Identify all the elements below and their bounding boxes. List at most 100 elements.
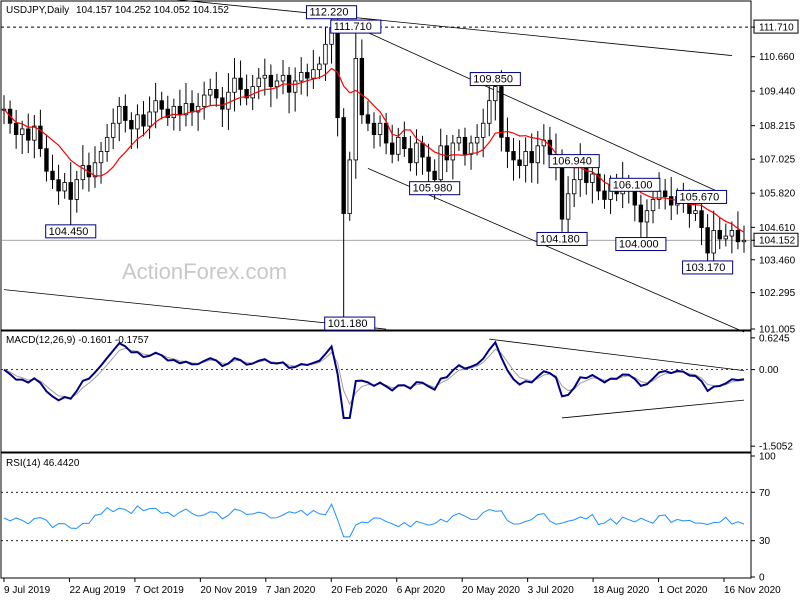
price-candle-body (638, 204, 644, 223)
price-candle-body (650, 199, 656, 212)
price-candle-body (262, 74, 268, 79)
price-candle-body (117, 105, 122, 124)
price-annotation-box (305, 5, 358, 20)
channel-upper-line (355, 26, 720, 193)
price-annotation-box (615, 237, 667, 252)
price-candle-body (208, 89, 213, 96)
price-candle-body (292, 80, 298, 93)
price-panel-title: USDJPY,Daily 104.157 104.252 104.052 104… (6, 5, 229, 16)
price-candle-body (214, 89, 219, 99)
time-axis-label: 9 Jul 2019 (4, 585, 51, 596)
time-axis-label: 20 May 2020 (462, 585, 520, 596)
price-candle-body (80, 165, 86, 181)
price-candle-body (493, 86, 498, 102)
price-candle-body (711, 230, 716, 254)
price-candle-body (662, 190, 668, 197)
rsi-axis-label: 70 (759, 488, 771, 499)
price-candle-body (220, 97, 225, 110)
price-candle-body (426, 156, 431, 172)
moving-average-line (3, 67, 745, 233)
rsi-axis-label: 100 (759, 452, 776, 463)
price-candle-body (511, 151, 516, 161)
price-candle-body (323, 43, 328, 65)
price-candle-body (717, 230, 722, 240)
price-candle-body (26, 128, 31, 141)
price-axis-label: 102.295 (759, 288, 796, 299)
price-candle-body (669, 196, 674, 206)
price-annotation-box (675, 189, 728, 204)
price-candle-body (129, 120, 134, 130)
price-annotation-box (469, 72, 521, 87)
price-candle-body (56, 179, 61, 192)
price-candle-body (13, 122, 19, 135)
price-candle-body (371, 122, 377, 135)
macd-axis-label: -1.5052 (759, 442, 793, 453)
rsi-panel-title: RSI(14) 46.4420 (6, 458, 80, 469)
price-annotation-label: 106.940 (552, 156, 592, 168)
price-candle-body (480, 122, 486, 138)
price-candle-body (450, 142, 456, 161)
price-annotation-label: 104.000 (619, 239, 659, 251)
price-candle-body (274, 80, 280, 88)
price-candle-body (250, 86, 255, 99)
macd-axis-label: 0.6245 (759, 333, 790, 344)
rsi-axis-label: 30 (759, 536, 771, 547)
price-candle-body (305, 72, 310, 79)
price-candle-body (44, 148, 49, 172)
price-candle-body (396, 136, 401, 155)
price-annotation-box (536, 231, 588, 246)
price-annotation-box (330, 19, 382, 34)
price-annotation-label: 106.100 (613, 179, 653, 191)
bottom-trendline (3, 289, 387, 330)
rsi-panel-frame (0, 452, 752, 579)
price-candle-body (723, 235, 729, 240)
price-axis-label: 111.710 (759, 23, 794, 34)
price-candle-body (19, 128, 25, 135)
price-candle-body (353, 58, 359, 161)
price-annotation-label: 112.220 (309, 7, 348, 19)
price-annotation-box (45, 224, 97, 239)
price-candle-body (147, 111, 152, 127)
price-candle-body (195, 105, 201, 113)
price-axis-label: 101.005 (759, 325, 796, 336)
time-axis-label: 7 Jan 2020 (266, 585, 316, 596)
macd-trendline-upper (489, 338, 745, 372)
price-candle-body (74, 179, 79, 200)
price-candle-body (165, 108, 170, 119)
price-candle-body (171, 105, 177, 119)
time-axis-label: 16 Nov 2020 (724, 585, 781, 596)
price-candle-body (226, 91, 231, 110)
price-axis-label: 105.820 (759, 189, 796, 200)
time-axis-label: 6 Apr 2020 (397, 585, 446, 596)
price-axis-label: 110.660 (759, 52, 795, 63)
price-annotation-label: 104.450 (49, 226, 89, 238)
price-candle-body (201, 94, 207, 107)
price-candle-body (705, 227, 710, 254)
price-candle-body (456, 136, 462, 144)
price-annotation-box (324, 316, 376, 331)
price-candle-body (571, 179, 577, 195)
price-candle-body (256, 77, 261, 88)
price-candle-body (420, 142, 425, 158)
channel-lower-line (367, 168, 745, 333)
price-candle-body (232, 77, 237, 93)
price-axis-label: 103.460 (759, 255, 796, 266)
price-candle-body (68, 182, 73, 200)
price-candle-body (317, 63, 322, 71)
macd-panel-frame (0, 330, 752, 453)
price-candle-body (444, 145, 449, 161)
price-candle-body (559, 165, 565, 220)
price-candle-body (462, 136, 468, 155)
price-candle-body (244, 89, 249, 99)
price-candle-body (474, 136, 480, 144)
price-candle-body (153, 100, 158, 113)
price-candle-body (38, 125, 43, 150)
price-candle-body (135, 114, 140, 130)
price-axis-label: 108.215 (759, 121, 796, 132)
price-candle-body (341, 117, 346, 214)
time-axis-label: 20 Feb 2020 (331, 585, 388, 596)
price-candle-body (377, 122, 383, 135)
price-candle-body (110, 122, 116, 138)
price-candle-body (438, 145, 443, 181)
price-candle-body (177, 105, 183, 116)
